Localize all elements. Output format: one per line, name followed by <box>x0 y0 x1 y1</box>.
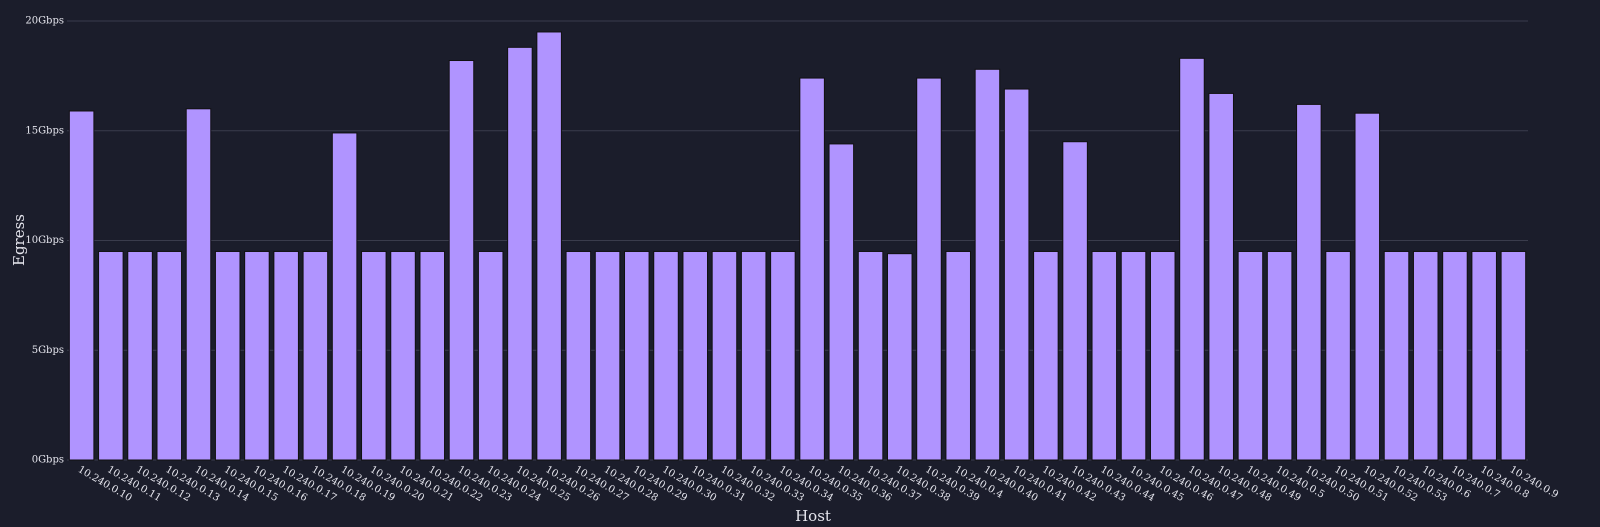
y-tick-label: 0Gbps <box>32 455 64 466</box>
bar <box>273 250 299 461</box>
bar <box>770 250 796 461</box>
bar <box>98 250 124 461</box>
bar <box>1383 250 1410 461</box>
bar <box>857 250 884 461</box>
bar <box>477 250 504 461</box>
bar <box>1120 250 1147 461</box>
bar <box>594 250 621 461</box>
x-axis-label: Host <box>795 507 831 525</box>
bar <box>1091 250 1118 461</box>
bar <box>1325 250 1351 461</box>
y-tick-label: 15Gbps <box>25 125 64 136</box>
bar <box>916 77 942 461</box>
y-tick-label: 5Gbps <box>32 345 64 356</box>
bar <box>1033 250 1059 461</box>
bar <box>1149 250 1176 461</box>
bar <box>185 108 212 461</box>
bar <box>711 250 738 461</box>
bar <box>886 253 913 461</box>
bar <box>1354 112 1381 461</box>
bar <box>1412 250 1439 461</box>
y-axis-label: Egress <box>10 214 28 266</box>
bar <box>244 250 270 461</box>
bar <box>507 46 533 461</box>
bar <box>127 250 153 461</box>
bar <box>1266 250 1293 461</box>
bar <box>682 250 709 461</box>
bar <box>1296 103 1322 461</box>
bar <box>740 250 767 461</box>
bar <box>1237 250 1264 461</box>
bar <box>331 132 358 461</box>
bar <box>361 250 387 461</box>
y-tick-label: 10Gbps <box>25 235 64 246</box>
y-tick-label: 20Gbps <box>25 16 64 27</box>
bar <box>653 250 679 461</box>
bar <box>536 31 562 461</box>
bar <box>1062 141 1088 461</box>
bar <box>1471 250 1497 461</box>
bar <box>1500 250 1527 461</box>
bar <box>68 110 95 461</box>
bar <box>1179 57 1205 461</box>
bar <box>302 250 329 461</box>
bar <box>1442 250 1468 461</box>
bar <box>419 250 446 461</box>
bar <box>799 77 825 461</box>
bar <box>390 250 416 461</box>
bar <box>156 250 183 461</box>
bar <box>1003 88 1030 461</box>
bar <box>974 68 1001 461</box>
bar <box>945 250 971 461</box>
bar <box>448 60 475 461</box>
bar <box>214 250 241 461</box>
bar <box>1208 92 1234 461</box>
bar <box>828 143 855 461</box>
bar <box>624 250 650 461</box>
bar <box>565 250 592 461</box>
